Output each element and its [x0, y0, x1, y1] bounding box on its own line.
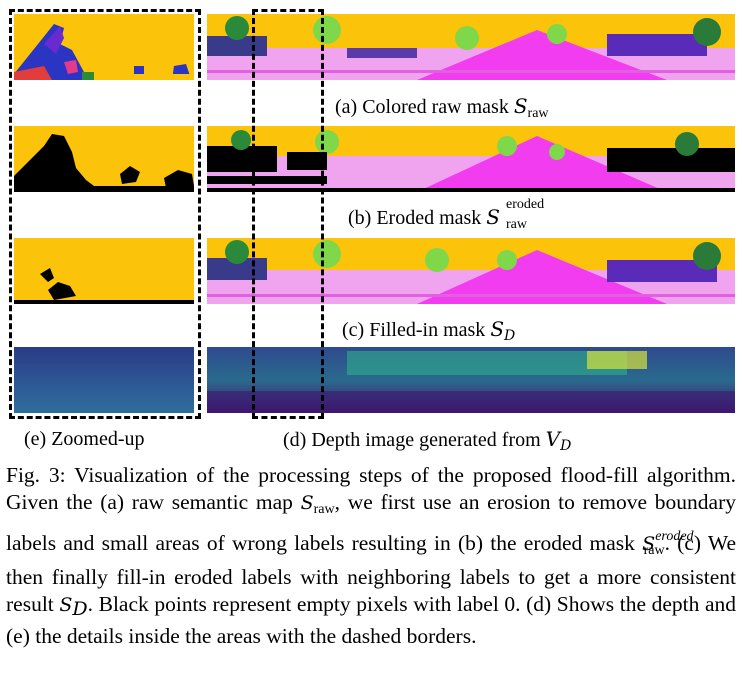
- eroded-mask-image: [207, 126, 735, 192]
- depth-image: [207, 347, 735, 413]
- zoom-panel-raw: [14, 14, 194, 80]
- caption-filled-mask: (c) Filled-in mask SD: [342, 317, 516, 344]
- raw-mask-image: [207, 14, 735, 80]
- figure-caption: Fig. 3: Visualization of the processing …: [6, 463, 736, 648]
- caption-raw-mask: (a) Colored raw mask Sraw: [335, 94, 549, 121]
- zoom-panel-depth: [14, 347, 194, 413]
- zoom-panel-eroded: [14, 126, 194, 192]
- caption-zoomed-up: (e) Zoomed-up: [24, 428, 145, 450]
- zoom-panel-filled: [14, 238, 194, 304]
- filled-mask-image: [207, 238, 735, 304]
- caption-depth-image: (d) Depth image generated from VD: [283, 427, 572, 454]
